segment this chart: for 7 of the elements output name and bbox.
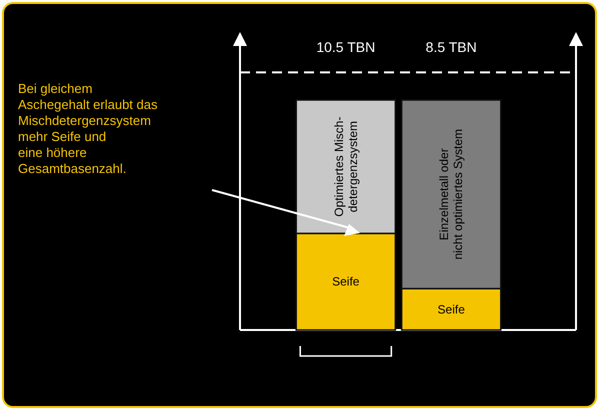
- text: Bei gleichem Aschegehalt erlaubt das Mischdetergenzsystem mehr Seife und eine höhere Gesamtbasenzahl.: [18, 81, 158, 176]
- series-label: Seife: [438, 302, 466, 316]
- text: Seife: [332, 274, 360, 289]
- annotation: Optimiertes Misch- detergenzsystem: [332, 116, 360, 217]
- annotation: Einzelmetall oder nicht optimiertes System: [437, 128, 466, 260]
- text: 8.5 TBN: [426, 39, 477, 55]
- text: 10.5 TBN: [316, 39, 376, 55]
